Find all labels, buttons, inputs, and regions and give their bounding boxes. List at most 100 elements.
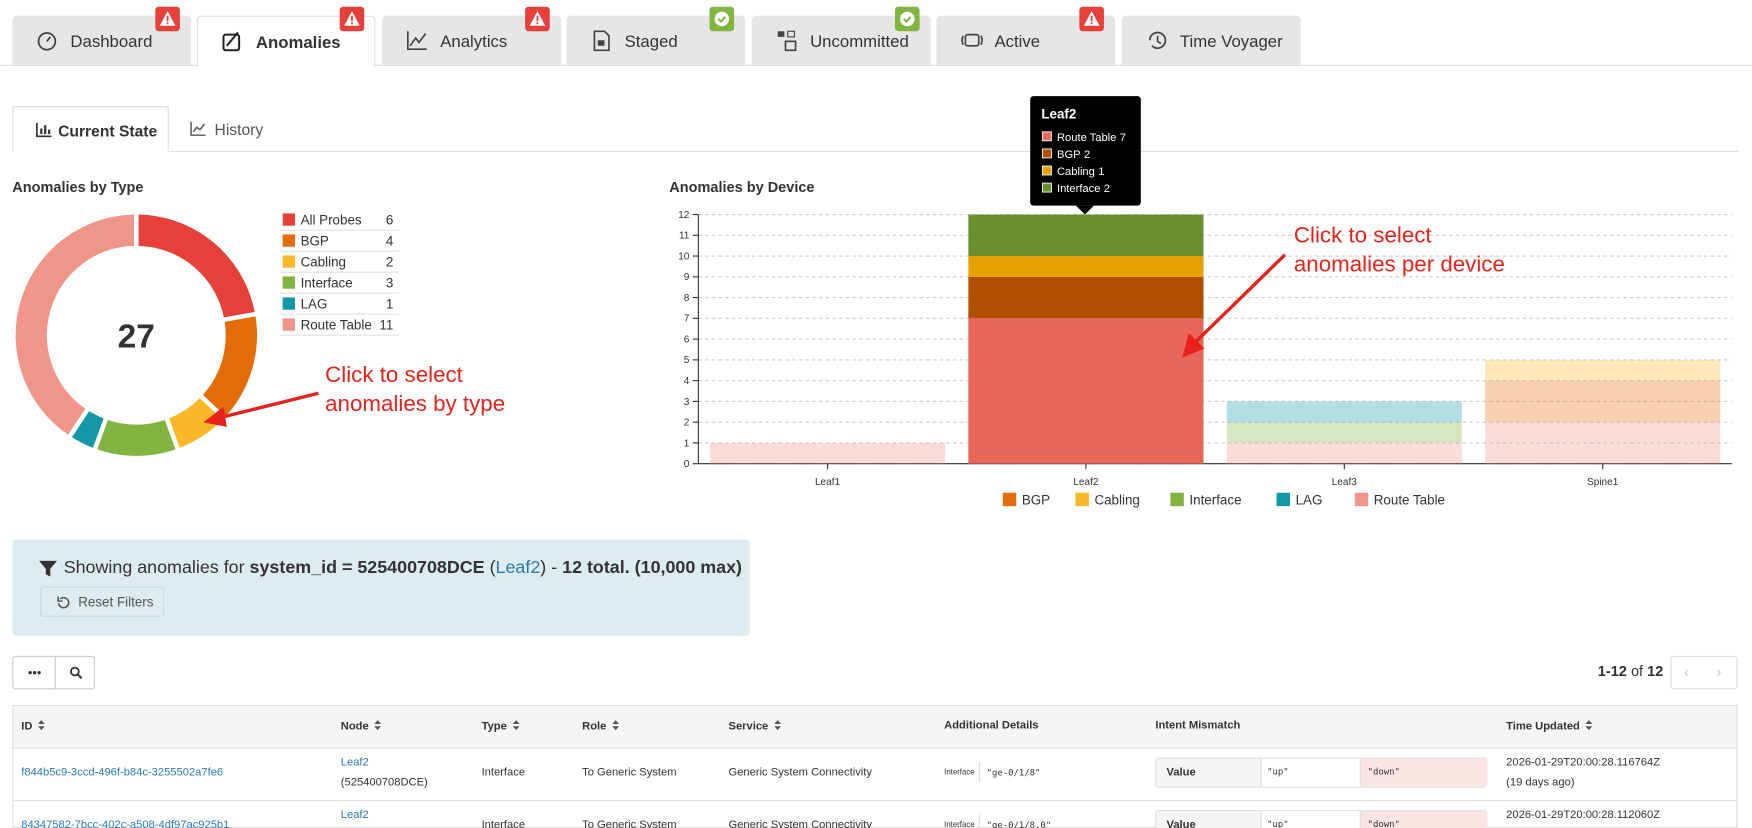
legend-label[interactable]: BGP (301, 234, 329, 249)
subtab[interactable]: Current State (12, 106, 169, 152)
bar-segment[interactable] (1485, 380, 1721, 423)
filter-prefix: Showing anomalies for (63, 558, 245, 578)
mismatch-actual-bg (1359, 811, 1488, 828)
donut-chart[interactable]: 27 All Probes 6 BGP 4 Cabling 2 Interface 3 LAG 1R… (11, 210, 399, 461)
more-button[interactable] (13, 657, 56, 689)
column-header[interactable]: Time Updated (1506, 720, 1593, 733)
tab-label: Time Voyager (1179, 32, 1283, 52)
mismatch-actual: "down" (1367, 819, 1400, 828)
mismatch-intended-bg (1260, 758, 1360, 787)
tooltip-item-value: 7 (1120, 132, 1126, 144)
tab-icon (593, 30, 610, 52)
legend-label[interactable]: BGP (1022, 492, 1050, 507)
tooltip-item: Cabling 1 (1057, 166, 1104, 178)
mismatch-key: Value (1166, 766, 1196, 779)
column-header[interactable]: Type (482, 720, 521, 733)
y-tick-label: 0 (684, 459, 690, 470)
legend-label[interactable]: LAG (1296, 492, 1323, 507)
legend-value: 4 (386, 234, 394, 249)
column-header: Intent Mismatch (1155, 720, 1240, 732)
row-id[interactable]: f844b5c9-3ccd-496f-b84c-3255502a7fe6 (21, 766, 224, 779)
column-header[interactable]: ID (21, 720, 46, 733)
legend-swatch (282, 234, 295, 247)
donut-slice[interactable] (134, 210, 260, 323)
bar-segment[interactable] (1226, 442, 1462, 464)
tab[interactable]: Time Voyager (1121, 15, 1301, 65)
tab[interactable]: Anomalies (196, 15, 376, 68)
legend-label[interactable]: All Probes (301, 213, 362, 228)
subtab-border (12, 150, 1739, 152)
bar-segment[interactable] (1485, 422, 1721, 464)
type: Interface (481, 766, 526, 779)
tab[interactable]: Uncommitted (751, 15, 931, 65)
legend-label[interactable]: Route Table (1374, 492, 1445, 507)
node-link[interactable]: Leaf2 (340, 808, 369, 822)
tooltip-pointer (1076, 205, 1094, 215)
role: To Generic System (582, 819, 677, 828)
column-header[interactable]: Role (582, 720, 620, 733)
badge-icon (714, 11, 730, 27)
tooltip-item-name: Route Table (1057, 132, 1116, 144)
legend-swatch (282, 297, 295, 310)
subtab[interactable]: History (168, 106, 280, 152)
tooltip-box (1030, 96, 1141, 206)
filter-field: system_id = 525400708DCE (249, 558, 485, 578)
node-id: (525400708DCE) (340, 776, 428, 789)
tooltip-item: Interface 2 (1057, 183, 1110, 195)
legend-label[interactable]: Route Table (301, 318, 372, 333)
node-link[interactable]: Leaf2 (340, 756, 369, 769)
legend-label[interactable]: Interface (1189, 492, 1241, 507)
legend-label[interactable]: LAG (301, 297, 328, 312)
status-badge (1079, 6, 1104, 32)
bar-segment[interactable] (1226, 401, 1462, 423)
column-header: Additional Details (944, 720, 1038, 732)
tab-icon (406, 31, 427, 51)
reset-filters-button[interactable]: Reset Filters (40, 586, 165, 617)
y-tick-label: 3 (684, 397, 690, 408)
legend-label[interactable]: Cabling (301, 255, 346, 270)
y-tick-label: 2 (684, 418, 690, 429)
y-tick-label: 9 (684, 272, 690, 283)
bar-segment[interactable] (968, 214, 1204, 257)
legend-value: 6 (386, 213, 393, 228)
legend-label[interactable]: Cabling (1094, 492, 1139, 507)
donut-slice[interactable] (11, 210, 139, 441)
time-age: (19 days ago) (1506, 776, 1575, 789)
arrow-head (1182, 332, 1205, 358)
reset-icon (57, 596, 70, 609)
column-header[interactable]: Node (341, 720, 382, 733)
tab[interactable]: Staged (566, 15, 746, 65)
legend-swatch (1354, 492, 1369, 507)
status-badge (709, 6, 735, 32)
role: To Generic System (582, 766, 677, 779)
column-header-label: Intent Mismatch (1155, 719, 1241, 732)
legend-value: 2 (386, 255, 393, 270)
row-id[interactable]: 84347582-7bcc-402c-a508-4df97ac925b1 (21, 819, 230, 828)
bar-segment[interactable] (1485, 359, 1721, 381)
legend-label[interactable]: Interface (301, 276, 353, 291)
bar-segment[interactable] (968, 276, 1204, 319)
pagination-text: 1-12 of 12 (1598, 663, 1663, 680)
tooltip-swatch (1042, 165, 1052, 176)
next-page[interactable]: › (1716, 662, 1722, 681)
bar-segment[interactable] (968, 318, 1204, 464)
bar-segment[interactable] (1226, 422, 1462, 443)
search-button[interactable] (55, 657, 95, 688)
column-header-label: Type (481, 720, 507, 733)
tooltip-title: Leaf2 (1041, 106, 1076, 121)
donut-slice[interactable] (91, 414, 182, 461)
pager: ‹ › (1670, 655, 1738, 690)
filter-node[interactable]: Leaf2 (495, 558, 541, 578)
subtab-label: Current State (58, 121, 158, 140)
column-header[interactable]: Service (729, 720, 782, 733)
filter-max: (10,000 max) (634, 558, 743, 578)
bar-segment[interactable] (709, 442, 946, 464)
bar-segment[interactable] (968, 256, 1204, 277)
column-header-label: Node (340, 720, 369, 733)
y-tick-label: 10 (678, 251, 690, 262)
badge-icon (900, 11, 915, 27)
prev-page[interactable]: ‹ (1683, 662, 1690, 681)
tooltip-swatch (1042, 148, 1052, 159)
